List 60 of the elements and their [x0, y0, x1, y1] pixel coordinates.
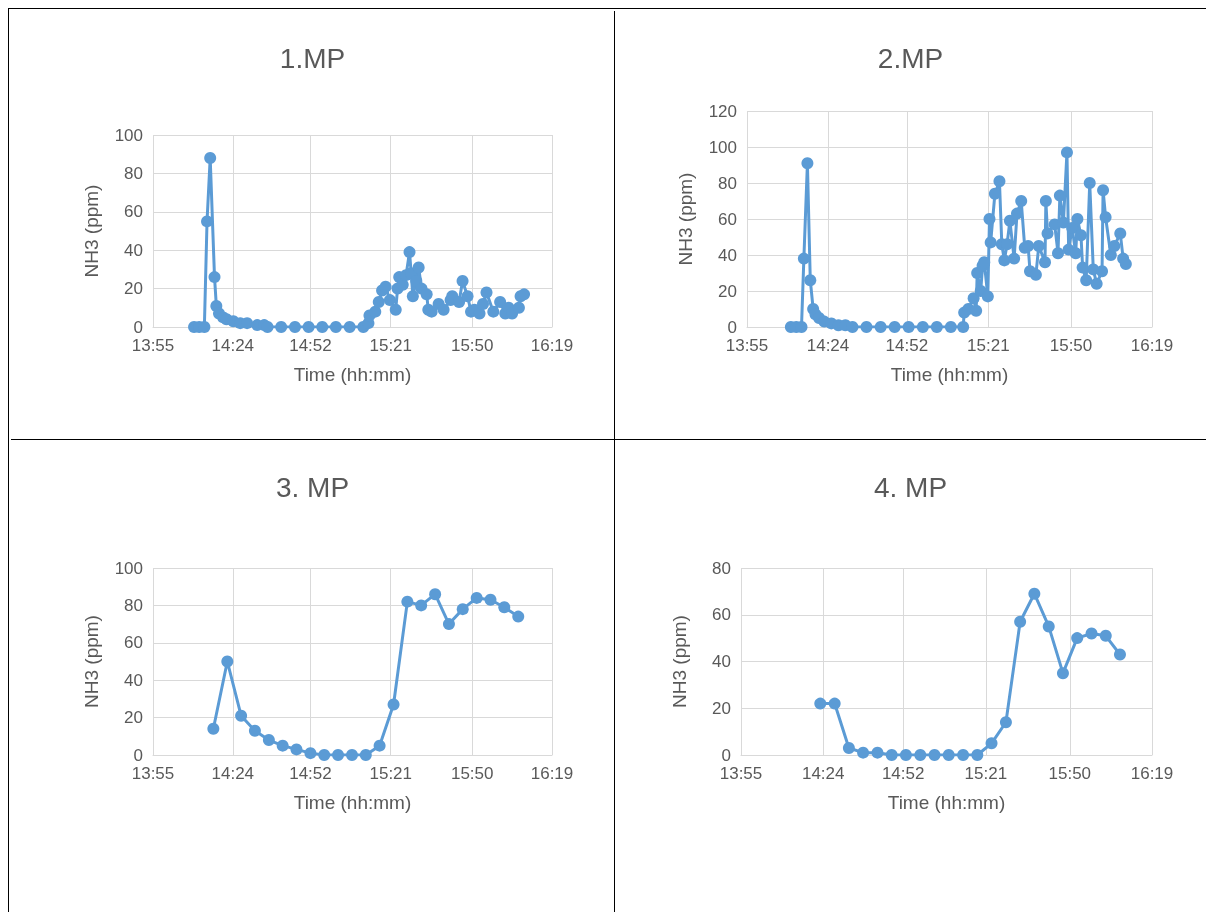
- y-tick-label: 60: [712, 605, 731, 625]
- x-tick-label: 15:50: [450, 336, 494, 355]
- x-tick-label: 14:24: [806, 336, 850, 355]
- chart-title: 4. MP: [873, 471, 948, 503]
- x-tick-label: 16:19: [530, 764, 574, 783]
- x-tick-label: 13:55: [719, 764, 763, 783]
- y-axis-title: NH3 (ppm): [675, 172, 696, 266]
- y-tick-label: 20: [718, 281, 737, 301]
- x-tick-label: 16:19: [530, 336, 574, 355]
- x-tick-label: 13:55: [131, 764, 175, 783]
- x-tick-label: 14:24: [211, 764, 255, 783]
- y-tick-label: 20: [124, 708, 143, 728]
- x-tick-label: 14:24: [801, 764, 845, 783]
- y-tick-label: 0: [721, 745, 731, 765]
- x-tick-label: 15:21: [369, 336, 413, 355]
- y-tick-label: 80: [712, 558, 731, 578]
- x-tick-label: 14:24: [211, 336, 255, 355]
- y-tick-label: 0: [727, 317, 737, 337]
- y-tick-label: 60: [124, 202, 143, 222]
- x-axis-title: Time (hh:mm): [887, 792, 1006, 813]
- x-tick-label: 15:21: [967, 336, 1010, 355]
- x-axis-title: Time (hh:mm): [890, 364, 1009, 385]
- x-tick-label: 15:50: [450, 764, 494, 783]
- chart-title: 3. MP: [275, 471, 350, 503]
- x-tick-label: 15:21: [964, 764, 1008, 783]
- x-tick-label: 14:52: [885, 336, 929, 355]
- y-axis-title: NH3 (ppm): [81, 615, 102, 708]
- y-tick-label: 40: [718, 245, 737, 265]
- chart-title: 1.MP: [279, 42, 346, 74]
- x-tick-label: 16:19: [1130, 764, 1174, 783]
- y-tick-label: 0: [133, 745, 143, 765]
- y-tick-label: 80: [124, 595, 143, 615]
- chart-title: 2.MP: [877, 42, 944, 74]
- y-tick-label: 0: [133, 317, 143, 337]
- y-axis-title: NH3 (ppm): [669, 615, 690, 708]
- y-tick-label: 120: [708, 101, 737, 121]
- x-tick-label: 14:52: [289, 336, 332, 355]
- x-tick-label: 13:55: [131, 336, 175, 355]
- x-tick-label: 15:50: [1049, 336, 1093, 355]
- y-tick-label: 40: [124, 240, 143, 260]
- y-tick-label: 40: [712, 652, 731, 671]
- x-tick-label: 14:52: [289, 764, 332, 783]
- y-tick-label: 80: [124, 163, 143, 183]
- y-tick-label: 40: [124, 670, 143, 690]
- x-axis-title: Time (hh:mm): [293, 364, 412, 385]
- x-tick-label: 14:52: [881, 764, 925, 783]
- x-tick-label: 15:21: [369, 764, 413, 783]
- y-tick-label: 60: [718, 209, 737, 229]
- y-axis-title: NH3 (ppm): [81, 184, 102, 278]
- y-tick-label: 100: [114, 125, 143, 145]
- y-tick-label: 60: [124, 633, 143, 653]
- y-tick-label: 80: [718, 173, 737, 193]
- x-tick-label: 16:19: [1130, 336, 1174, 355]
- x-tick-label: 13:55: [725, 336, 769, 355]
- y-tick-label: 20: [124, 279, 143, 299]
- y-tick-label: 100: [708, 137, 737, 157]
- y-tick-label: 20: [712, 698, 731, 718]
- x-tick-label: 15:50: [1048, 764, 1092, 783]
- x-axis-title: Time (hh:mm): [293, 792, 412, 813]
- y-tick-label: 100: [114, 558, 143, 578]
